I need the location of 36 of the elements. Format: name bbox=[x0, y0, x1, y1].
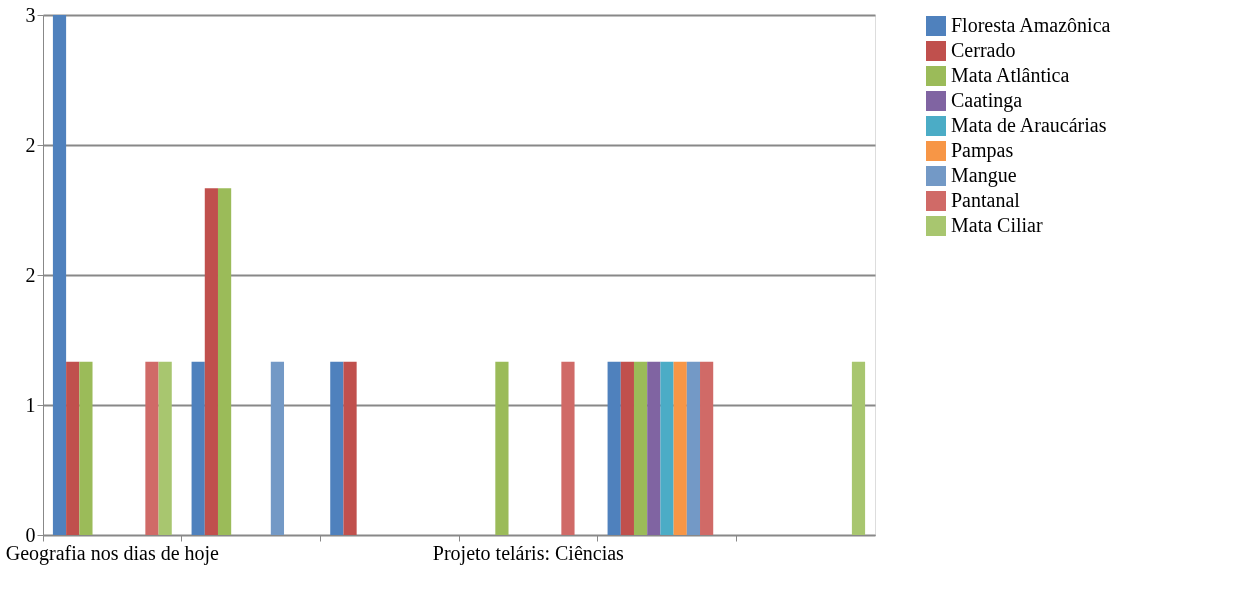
bar bbox=[79, 361, 93, 535]
bar bbox=[607, 361, 621, 535]
bar bbox=[633, 361, 648, 535]
y-tick-label: 2 bbox=[25, 263, 36, 286]
y-tick-label: 3 bbox=[25, 3, 36, 26]
bar bbox=[673, 361, 687, 535]
bar bbox=[495, 361, 509, 535]
bar bbox=[330, 361, 344, 535]
bar bbox=[217, 188, 232, 535]
legend-label: Mata Atlântica bbox=[951, 64, 1070, 86]
bar bbox=[851, 361, 866, 535]
x-tick-label: Projeto teláris: Ciências bbox=[432, 541, 625, 565]
legend-label: Pantanal bbox=[951, 189, 1021, 211]
bar bbox=[620, 361, 634, 535]
bar bbox=[660, 361, 674, 535]
bar bbox=[204, 188, 218, 535]
legend-label: Mata Ciliar bbox=[951, 214, 1043, 236]
bar bbox=[561, 361, 575, 535]
legend-label: Mata de Araucárias bbox=[951, 114, 1107, 136]
bar bbox=[191, 361, 205, 535]
legend-label: Floresta Amazônica bbox=[951, 14, 1111, 36]
bar bbox=[686, 361, 701, 535]
y-tick-label: 1 bbox=[25, 393, 36, 416]
bar bbox=[700, 361, 714, 535]
y-tick-label: 2 bbox=[25, 133, 36, 156]
bar bbox=[66, 361, 80, 535]
bar bbox=[145, 361, 159, 535]
legend-label: Pampas bbox=[951, 139, 1014, 162]
bar bbox=[343, 361, 357, 535]
bar bbox=[647, 361, 661, 535]
bar bbox=[270, 361, 285, 535]
legend-label: Cerrado bbox=[951, 39, 1016, 61]
bar bbox=[158, 361, 172, 535]
bar bbox=[52, 15, 67, 535]
legend-label: Mangue bbox=[951, 164, 1017, 187]
legend-label: Caatinga bbox=[951, 89, 1023, 112]
